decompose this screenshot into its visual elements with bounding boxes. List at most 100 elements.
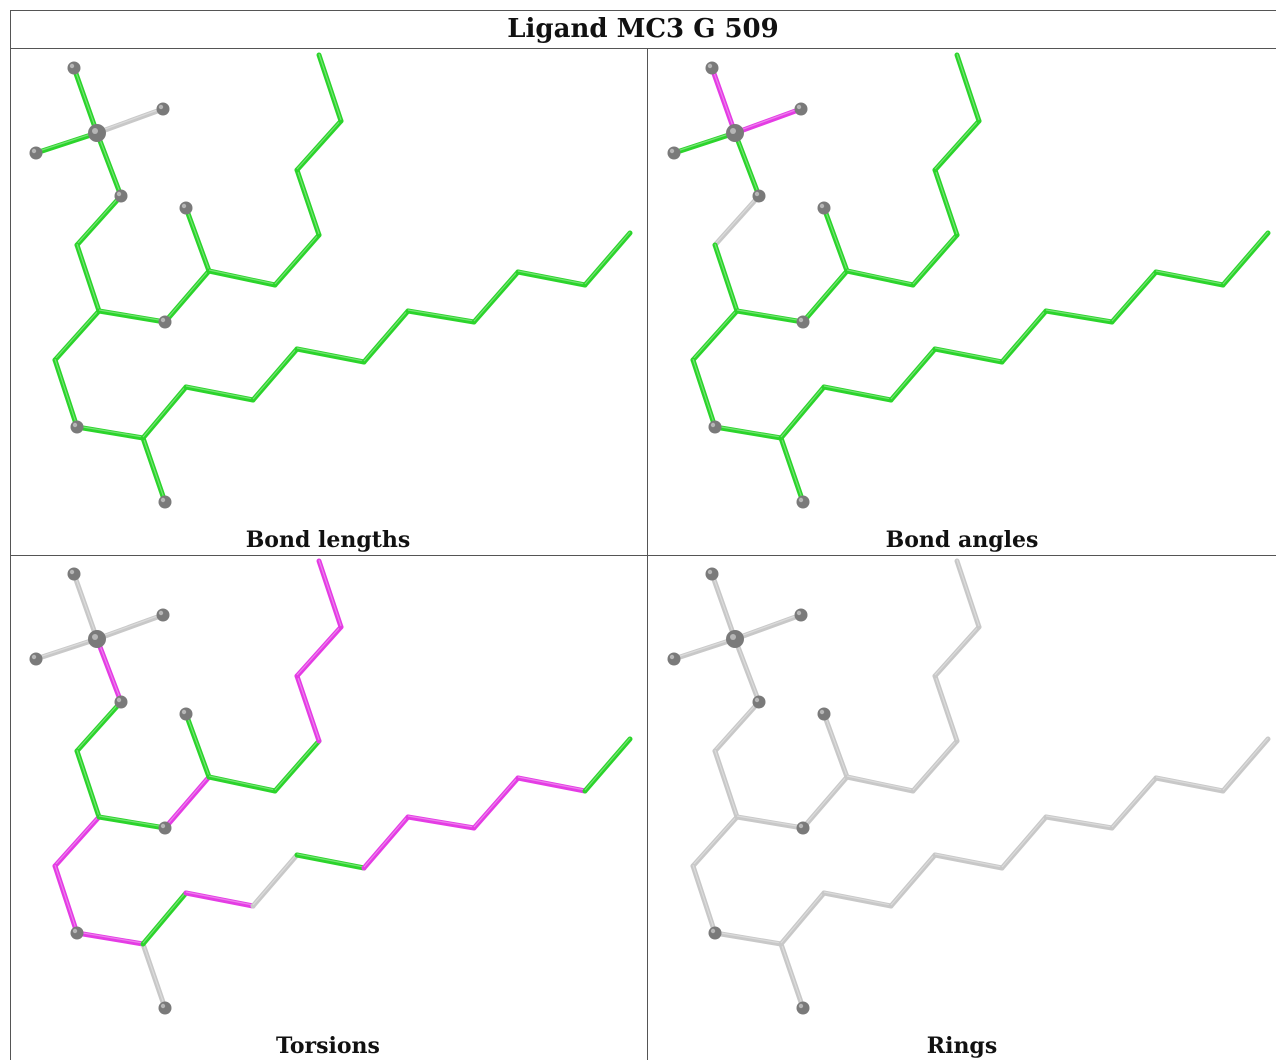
bond-15-16 xyxy=(183,205,212,274)
bond-highlight-11-12 xyxy=(823,385,892,400)
atom-0 xyxy=(88,124,106,142)
bond-9-11 xyxy=(778,384,827,441)
bond-0-1 xyxy=(71,571,100,642)
bond-22-23 xyxy=(999,814,1049,871)
atom-shine-2 xyxy=(158,104,164,110)
bond-9-10 xyxy=(140,941,168,1011)
bond-6-7 xyxy=(690,308,740,363)
bond-0-1 xyxy=(709,65,738,136)
bond-highlight-0-1 xyxy=(73,572,98,639)
bond-highlight-24-25 xyxy=(1111,776,1157,828)
atom-shine-3 xyxy=(669,148,675,154)
bond-highlight-19-20 xyxy=(296,625,342,676)
bond-highlight-25-26 xyxy=(1155,270,1224,285)
bond-highlight-20-21 xyxy=(956,559,980,627)
bond-highlight-6-14 xyxy=(736,309,804,322)
bond-26-27 xyxy=(582,736,633,794)
bond-highlight-9-10 xyxy=(780,942,804,1008)
bond-6-14 xyxy=(96,814,168,831)
bond-highlight-22-23 xyxy=(1001,815,1047,868)
panel-rings xyxy=(638,506,1277,1036)
bond-highlight-26-27 xyxy=(1222,737,1269,791)
bond-highlight-15-17 xyxy=(846,269,914,285)
bond-highlight-13-22 xyxy=(296,853,365,868)
atom-shine-0 xyxy=(92,634,98,640)
bond-highlight-24-25 xyxy=(473,776,519,828)
bond-20-21 xyxy=(316,52,344,124)
bond-9-10 xyxy=(778,435,806,505)
atom-10 xyxy=(158,1001,172,1015)
bond-highlight-26-27 xyxy=(584,231,631,285)
atom-14 xyxy=(158,315,172,329)
bond-23-24 xyxy=(1043,814,1115,831)
atom-shine-16 xyxy=(181,709,187,715)
bond-highlight-17-18 xyxy=(912,739,958,791)
bond-22-23 xyxy=(361,308,411,365)
bond-highlight-6-14 xyxy=(98,815,166,828)
atom-shine-10 xyxy=(160,497,166,503)
bond-8-9 xyxy=(74,930,146,947)
molecule-diagram-rings xyxy=(667,558,1271,1015)
bond-highlight-0-3 xyxy=(35,131,98,153)
bond-18-19 xyxy=(932,673,960,744)
bond-highlight-6-7 xyxy=(692,309,738,360)
atom-shine-10 xyxy=(798,497,804,503)
bond-highlight-11-12 xyxy=(185,891,254,906)
bond-6-14 xyxy=(734,814,806,831)
bond-5-6 xyxy=(712,242,740,314)
bond-highlight-5-6 xyxy=(76,749,100,817)
bond-highlight-7-8 xyxy=(692,358,716,427)
bond-25-26 xyxy=(1153,269,1226,288)
bond-highlight-25-26 xyxy=(517,270,586,285)
bond-18-19 xyxy=(932,167,960,238)
bond-highlight-4-5 xyxy=(714,194,760,245)
bond-highlight-5-6 xyxy=(714,749,738,817)
atom-shine-4 xyxy=(116,191,122,197)
bond-9-11 xyxy=(140,890,189,947)
bond-11-12 xyxy=(183,890,256,909)
panel-bond-angles xyxy=(638,0,1277,530)
bond-highlight-9-11 xyxy=(142,385,187,438)
bond-highlight-8-9 xyxy=(76,425,144,438)
bond-4-5 xyxy=(712,193,762,248)
bond-highlight-4-5 xyxy=(76,194,122,245)
bond-highlight-9-10 xyxy=(780,436,804,502)
atom-3 xyxy=(29,652,43,666)
bond-15-16 xyxy=(821,205,850,274)
bond-highlight-17-18 xyxy=(274,739,320,791)
atom-shine-0 xyxy=(92,128,98,134)
atom-1 xyxy=(705,61,719,75)
atom-shine-4 xyxy=(754,191,760,197)
bond-13-22 xyxy=(294,852,367,871)
bond-13-22 xyxy=(294,346,367,365)
bond-highlight-0-4 xyxy=(96,131,122,196)
bond-4-5 xyxy=(74,699,124,754)
bond-highlight-12-13 xyxy=(252,853,298,906)
bond-24-25 xyxy=(471,269,521,325)
bond-highlight-26-27 xyxy=(584,737,631,791)
atom-shine-1 xyxy=(707,63,713,69)
bond-highlight-20-21 xyxy=(956,53,980,121)
bond-18-19 xyxy=(294,673,322,744)
atom-2 xyxy=(794,102,808,116)
bond-highlight-25-26 xyxy=(517,776,586,791)
caption-bond-lengths: Bond lengths xyxy=(245,527,411,553)
atom-shine-10 xyxy=(160,1003,166,1009)
bond-highlight-14-15 xyxy=(802,269,848,322)
bond-highlight-0-4 xyxy=(734,131,760,196)
bond-12-13 xyxy=(888,346,938,403)
bond-14-15 xyxy=(162,774,212,831)
atom-4 xyxy=(752,695,766,709)
atom-14 xyxy=(158,821,172,835)
bond-highlight-13-22 xyxy=(934,853,1003,868)
bond-0-4 xyxy=(732,130,762,199)
bond-highlight-15-16 xyxy=(823,206,848,271)
bond-highlight-23-24 xyxy=(1045,309,1113,322)
atom-3 xyxy=(667,652,681,666)
atom-8 xyxy=(70,926,84,940)
bond-highlight-19-20 xyxy=(934,119,980,170)
bond-highlight-0-3 xyxy=(673,131,736,153)
bond-highlight-0-2 xyxy=(734,107,802,133)
bond-highlight-15-17 xyxy=(208,269,276,285)
bond-6-7 xyxy=(690,814,740,869)
